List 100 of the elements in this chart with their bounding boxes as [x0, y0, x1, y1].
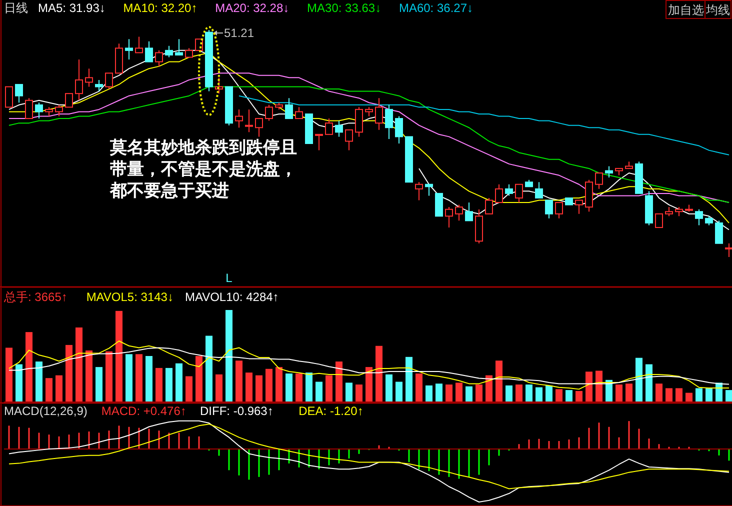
candlestick	[265, 104, 273, 122]
bar	[416, 373, 422, 402]
candlestick	[655, 213, 663, 228]
bar	[46, 378, 52, 402]
bar	[6, 348, 12, 402]
bar	[206, 336, 212, 402]
bar	[426, 385, 432, 402]
bar	[276, 367, 282, 402]
candlestick	[165, 45, 173, 58]
candlestick	[5, 86, 13, 108]
bar	[676, 388, 682, 402]
bar	[356, 384, 362, 402]
annotation: 莫名其妙地杀跌到跌停且带量，不管是不是洗盘，都不要急于买进	[109, 138, 297, 200]
bar	[406, 356, 412, 402]
bar	[76, 327, 82, 402]
bar	[696, 388, 702, 402]
bar	[396, 382, 402, 402]
text: MA20: 32.28↓	[215, 1, 290, 15]
series-label: DIFF: -0.963↑	[200, 404, 274, 418]
bar	[306, 372, 312, 402]
bar	[296, 373, 302, 402]
bar	[566, 390, 572, 402]
candlestick	[575, 200, 583, 214]
bar	[116, 310, 122, 402]
bar	[636, 358, 642, 402]
bar	[366, 367, 372, 402]
candlestick	[465, 202, 473, 222]
bar	[456, 382, 462, 402]
bar	[526, 384, 532, 402]
candlestick	[415, 182, 423, 201]
bar	[196, 356, 202, 402]
candlestick	[125, 38, 133, 60]
candlestick	[535, 182, 543, 198]
candlestick	[435, 192, 443, 217]
candlestick	[495, 184, 503, 204]
bar	[476, 384, 482, 402]
text: 均线	[705, 3, 730, 17]
candlestick	[45, 106, 53, 117]
bar	[56, 375, 62, 402]
candlestick	[175, 38, 183, 56]
bar	[546, 385, 552, 402]
bar	[726, 390, 732, 402]
text: 加自选	[668, 3, 704, 17]
candlestick	[135, 36, 143, 54]
bar	[266, 368, 272, 402]
bar	[216, 374, 222, 402]
series-label: MACD: +0.476↑	[101, 404, 186, 418]
bar	[176, 363, 182, 402]
text: MA30: 33.63↓	[307, 1, 382, 15]
bar	[326, 375, 332, 402]
bar	[386, 374, 392, 402]
bar	[156, 368, 162, 402]
bar	[106, 351, 112, 402]
candlestick	[295, 106, 303, 120]
candlestick	[515, 184, 523, 204]
bar	[646, 364, 652, 402]
candlestick	[185, 48, 193, 58]
bar	[336, 362, 342, 402]
candlestick	[595, 172, 603, 190]
candlestick	[715, 220, 723, 244]
chart-title: MACD(12,26,9)	[4, 404, 88, 418]
bar	[686, 392, 692, 402]
candlestick	[395, 116, 403, 144]
bar	[146, 356, 152, 402]
bar	[666, 388, 672, 402]
candlestick	[555, 202, 563, 219]
bar	[616, 384, 622, 402]
bar	[626, 384, 632, 402]
bar	[576, 390, 582, 402]
candlestick	[695, 208, 703, 226]
candlestick	[65, 93, 73, 108]
bar	[226, 310, 232, 402]
candlestick	[15, 84, 23, 104]
text: DEA: -1.20↑	[298, 404, 364, 418]
bar	[316, 382, 322, 402]
candlestick	[385, 104, 393, 140]
candlestick	[335, 120, 343, 138]
bar	[596, 370, 602, 402]
text: MA10: 32.20↑	[123, 1, 198, 15]
candlestick	[505, 184, 513, 196]
candlestick	[255, 118, 263, 138]
candlestick	[425, 184, 433, 196]
candlestick	[355, 106, 363, 138]
candlestick	[35, 102, 43, 120]
bar	[26, 332, 32, 402]
text: MAVOL10: 4284↑	[184, 290, 279, 304]
bar	[16, 364, 22, 402]
bar	[466, 386, 472, 402]
candlestick	[105, 72, 113, 90]
bar	[496, 360, 502, 402]
candlestick	[85, 68, 93, 88]
bar	[86, 350, 92, 402]
chart-title: 日线	[4, 1, 28, 15]
bar	[186, 376, 192, 402]
bar	[376, 346, 382, 402]
candlestick	[725, 242, 732, 258]
candlestick	[675, 206, 683, 217]
candlestick	[55, 104, 63, 117]
bar	[126, 354, 132, 402]
candlestick	[325, 118, 333, 135]
